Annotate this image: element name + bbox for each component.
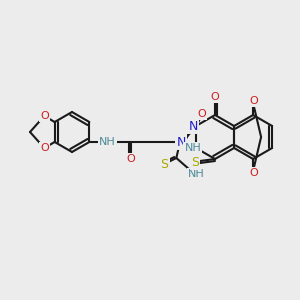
Text: NH: NH <box>99 137 116 147</box>
Text: N: N <box>177 136 186 148</box>
Text: O: O <box>40 111 49 121</box>
Text: O: O <box>126 154 135 164</box>
Text: O: O <box>250 168 259 178</box>
Text: NH: NH <box>188 169 205 179</box>
Text: S: S <box>160 158 168 170</box>
Text: O: O <box>250 96 259 106</box>
Text: O: O <box>197 109 206 119</box>
Text: O: O <box>40 143 49 153</box>
Text: NH: NH <box>184 143 201 153</box>
Text: N: N <box>188 119 198 133</box>
Text: S: S <box>191 155 199 169</box>
Text: O: O <box>211 92 219 102</box>
